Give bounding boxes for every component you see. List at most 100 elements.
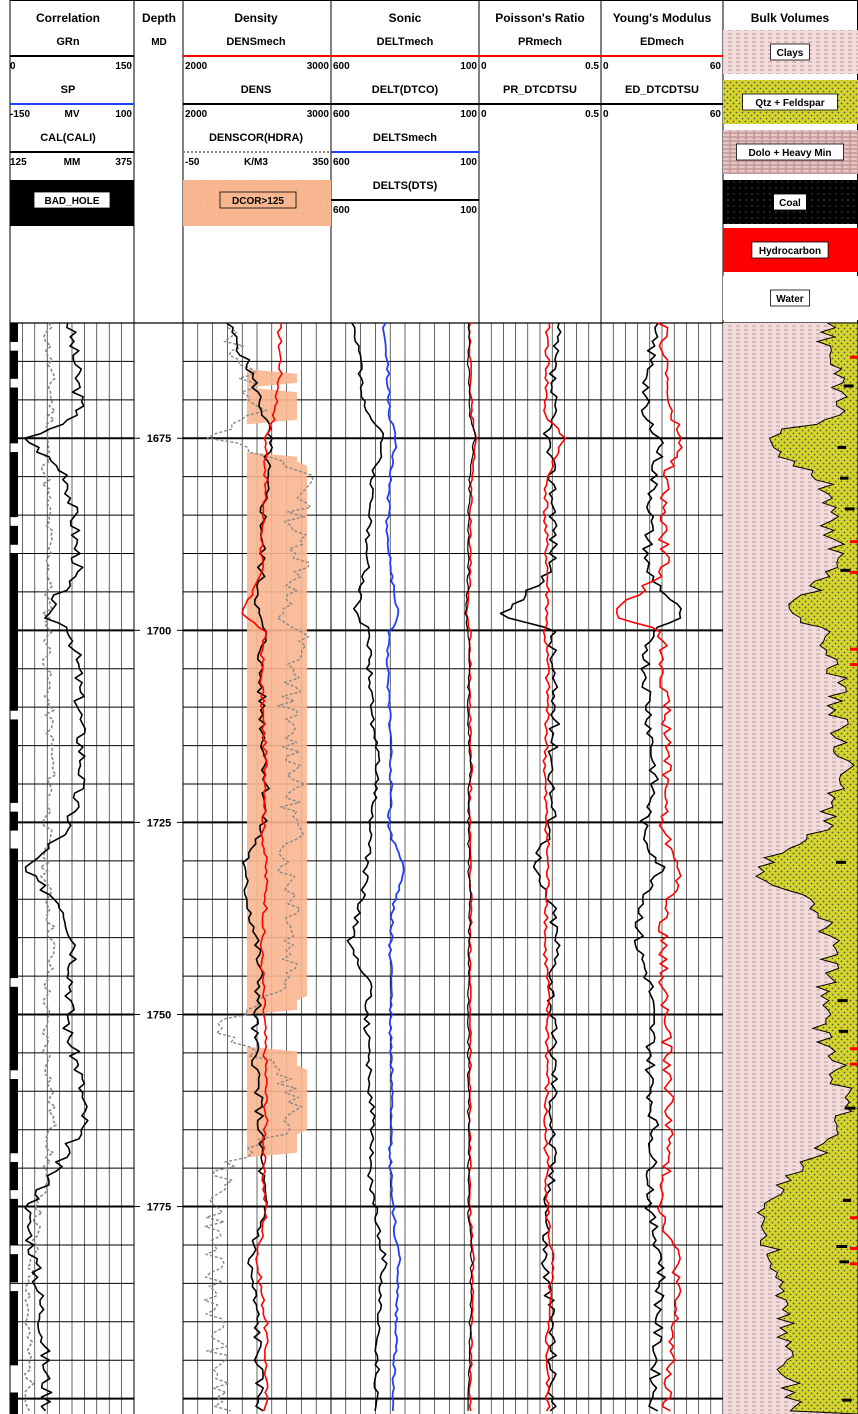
- bad-hole-flag-mark: [10, 876, 18, 886]
- deltmech-curve: [465, 322, 477, 1412]
- deltmech-scale-right: 100: [460, 61, 477, 72]
- header-text: Correlation GRn 0 150 SP -150 MV 100 CAL…: [10, 11, 830, 216]
- bad-hole-flag-mark: [10, 369, 18, 379]
- bad-hole-flag-mark: [10, 359, 18, 370]
- bulk-hydrocarbon-fill: [850, 1216, 858, 1220]
- curve-name-edmech: EDmech: [640, 36, 684, 48]
- bad-hole-flag-strip: [10, 323, 18, 1414]
- bulk-hydrocarbon-fill: [850, 1262, 858, 1266]
- dcor-label: DCOR>125: [232, 196, 284, 207]
- bad-hole-flag-mark: [10, 1042, 18, 1052]
- curve-name-deltmech: DELTmech: [377, 36, 434, 48]
- pr-dtcdtsu-scale-left: 0: [481, 109, 487, 120]
- bad-hole-flag-mark: [10, 1115, 18, 1126]
- track-title-youngs: Young's Modulus: [613, 11, 712, 25]
- bulk-coal-fill: [836, 860, 847, 864]
- bad-hole-flag-mark: [10, 1410, 18, 1414]
- delts-scale-left: 600: [333, 205, 350, 216]
- bad-hole-flag-mark: [10, 940, 18, 951]
- curve-name-ed-dtcdtsu: ED_DTCDTSU: [625, 84, 699, 96]
- depth-header: Depth: [142, 11, 176, 25]
- delts-scale-right: 100: [460, 205, 477, 216]
- bad-hole-flag-mark: [10, 433, 18, 444]
- cal-unit: MM: [64, 157, 81, 168]
- denscor-curve: [203, 322, 314, 1412]
- pr-dtcdtsu-scale-right: 0.5: [585, 109, 599, 120]
- bad-hole-flag-mark: [10, 1327, 18, 1338]
- bad-hole-flag-mark: [10, 562, 18, 573]
- delt-curve: [346, 322, 388, 1412]
- bulk-coal-fill: [839, 1260, 850, 1264]
- ed-dtcdtsu-scale-right: 60: [710, 109, 722, 120]
- bad-hole-flag-mark: [10, 1300, 18, 1311]
- bad-hole-flag-mark: [10, 1171, 18, 1181]
- bad-hole-flag-mark: [10, 1125, 18, 1135]
- bulk-legend-label-box: [751, 241, 829, 259]
- bad-hole-flag-mark: [10, 1318, 18, 1329]
- bad-hole-flag-mark: [10, 1051, 18, 1062]
- bad-hole-flag-mark: [10, 756, 18, 767]
- bad-hole-flag-mark: [10, 396, 18, 407]
- bad-hole-flag-mark: [10, 1198, 18, 1209]
- bulk-hydrocarbon-fill: [850, 1246, 858, 1250]
- bulk-qtz-feldspar-fill: [755, 322, 858, 1414]
- bad-hole-flag-mark: [10, 903, 18, 914]
- denscor-scale-left: -50: [185, 157, 200, 168]
- bulk-legend-label-0: Clays: [777, 48, 804, 59]
- bad-hole-flag-mark: [10, 1005, 18, 1015]
- bad-hole-flag-mark: [10, 1401, 18, 1412]
- bulk-hydrocarbon-fill: [850, 1062, 858, 1066]
- bulk-coal-fill: [843, 384, 854, 388]
- bad-hole-flag-mark: [10, 1272, 18, 1283]
- bulk-legend-label-box: [736, 143, 845, 161]
- prmech-curve: [542, 322, 567, 1412]
- bad-hole-flag-mark: [10, 1309, 18, 1320]
- cal-scale-left: 125: [10, 157, 27, 168]
- bad-hole-flag-mark: [10, 1263, 18, 1274]
- curve-name-cal: CAL(CALI): [40, 132, 96, 144]
- bad-hole-flag-mark: [10, 1217, 18, 1228]
- edmech-scale-right: 60: [710, 61, 722, 72]
- bad-hole-flag-mark: [10, 701, 18, 711]
- bad-hole-flag-mark: [10, 1088, 18, 1098]
- bulk-legend-label-4: Hydrocarbon: [759, 246, 821, 257]
- bulk-legend-label-box: [742, 93, 838, 111]
- bulk-hydrocarbon-fill: [850, 1047, 858, 1051]
- bad-hole-flag-mark: [10, 452, 18, 462]
- dcor-label-box: [219, 191, 297, 209]
- bad-hole-flag-mark: [10, 479, 18, 490]
- bad-hole-flag-mark: [10, 922, 18, 933]
- bad-hole-flag-mark: [10, 1023, 18, 1034]
- bad-hole-flag-mark: [10, 553, 18, 564]
- bulk-coal-fill: [837, 999, 848, 1003]
- bad-hole-flag-mark: [10, 1291, 18, 1301]
- bad-hole-flag-mark: [10, 931, 18, 942]
- bulk-legend-label-1: Qtz + Feldspar: [755, 98, 824, 109]
- track-title-bulk-volumes: Bulk Volumes: [751, 11, 830, 25]
- curve-name-delts: DELTS(DTS): [373, 180, 438, 192]
- deltsmech-scale-right: 100: [460, 157, 477, 168]
- bad-hole-flag-mark: [10, 645, 18, 656]
- bad-hole-flag-mark: [10, 599, 18, 610]
- bad-hole-flag-mark: [10, 728, 18, 739]
- bulk-hydrocarbon-fill: [850, 355, 858, 359]
- cal-scale-right: 375: [115, 157, 132, 168]
- depth-tick-label-1775: 1775: [147, 1202, 171, 1214]
- bad-hole-flag-mark: [10, 986, 18, 997]
- curve-name-densmech: DENSmech: [226, 36, 286, 48]
- curve-name-prmech: PRmech: [518, 36, 562, 48]
- bad-hole-flag-mark: [10, 608, 18, 619]
- delts-curve: [464, 322, 477, 1411]
- depth-tick-label-1725: 1725: [147, 817, 171, 829]
- bad-hole-flag-mark: [10, 405, 18, 416]
- curve-name-delt: DELT(DTCO): [372, 84, 439, 96]
- depth-tick-label-1700: 1700: [147, 625, 171, 637]
- prmech-scale-left: 0: [481, 61, 487, 72]
- bad-hole-flag-mark: [10, 1079, 18, 1089]
- grn-scale-left: 0: [10, 61, 16, 72]
- densmech-scale-right: 3000: [307, 61, 330, 72]
- bad-hole-flag-mark: [10, 1355, 18, 1366]
- bad-hole-flag-mark: [10, 848, 18, 859]
- bad-hole-flag-mark: [10, 664, 18, 674]
- bad-hole-flag-mark: [10, 498, 18, 508]
